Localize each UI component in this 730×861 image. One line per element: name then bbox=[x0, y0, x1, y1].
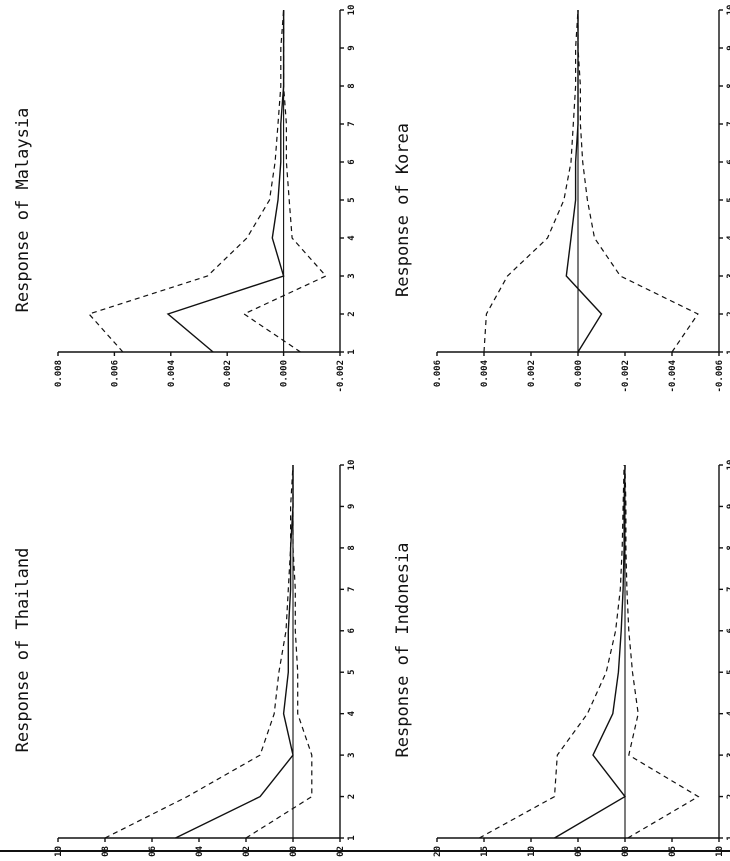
korea-value-tick-label: -0.006 bbox=[715, 360, 725, 393]
thailand-period-tick-label: 9 bbox=[347, 504, 357, 509]
indonesia-period-tick-label: 5 bbox=[726, 670, 730, 675]
chart-panel-korea: 0.006 0.004 0.002 0.000 -0.002 -0.004 -0.006 1 2… bbox=[393, 5, 730, 393]
korea-period-tick-label: 7 bbox=[726, 121, 730, 126]
thailand-confidence-band-line bbox=[245, 465, 313, 839]
chart-panel-thailand: 0.010 0.008 0.006 0.004 0.002 0.000 -0.002 1 2 3 4… bbox=[13, 460, 357, 861]
korea-period-tick-label: 5 bbox=[726, 197, 730, 202]
indonesia-period-tick-label: 4 bbox=[726, 710, 730, 716]
thailand-period-tick-label: 8 bbox=[347, 545, 357, 550]
korea-value-tick-label: 0.000 bbox=[574, 360, 584, 387]
malaysia-confidence-band-line bbox=[87, 9, 285, 353]
korea-value-tick-label: -0.002 bbox=[621, 360, 631, 393]
malaysia-period-tick-label: 2 bbox=[347, 311, 357, 316]
thailand-value-tick-label: 0.006 bbox=[148, 846, 158, 857]
thailand-value-tick-label: -0.002 bbox=[336, 846, 346, 857]
indonesia-response-line bbox=[554, 464, 627, 839]
indonesia-period-tick-label: 8 bbox=[726, 545, 730, 550]
indonesia-axes: 0.020 0.015 0.010 0.005 0.000 -0.005 -0.010 1 2 3… bbox=[433, 460, 730, 861]
malaysia-axes: 0.008 0.006 0.004 0.002 0.000 -0.002 1 2 3 4 5 6 7 8 9… bbox=[54, 5, 357, 393]
thailand-value-tick-label: 0.000 bbox=[289, 846, 299, 857]
indonesia-value-tick-label: -0.005 bbox=[668, 846, 678, 857]
malaysia-period-tick-label: 4 bbox=[347, 235, 357, 241]
malaysia-period-tick-label: 5 bbox=[347, 197, 357, 202]
malaysia-response-line bbox=[166, 10, 285, 353]
korea-period-tick-label: 6 bbox=[726, 159, 730, 164]
indonesia-panel-title: Response of Indonesia bbox=[393, 543, 413, 758]
thailand-response-line bbox=[175, 465, 294, 839]
korea-period-tick-label: 3 bbox=[726, 273, 730, 278]
korea-axes: 0.006 0.004 0.002 0.000 -0.002 -0.004 -0.006 1 2… bbox=[433, 5, 730, 393]
korea-value-tick-label: 0.006 bbox=[433, 360, 443, 387]
korea-period-tick-label: 1 bbox=[726, 349, 730, 354]
malaysia-value-tick-label: 0.002 bbox=[223, 360, 233, 387]
malaysia-value-tick-label: 0.000 bbox=[280, 360, 290, 387]
malaysia-period-tick-label: 8 bbox=[347, 83, 357, 88]
thailand-value-tick-label: 0.010 bbox=[54, 846, 64, 857]
korea-panel-title: Response of Korea bbox=[393, 123, 413, 297]
korea-period-tick-label: 2 bbox=[726, 311, 730, 316]
malaysia-period-tick-label: 3 bbox=[347, 273, 357, 278]
thailand-period-tick-label: 3 bbox=[347, 752, 357, 757]
malaysia-panel-title: Response of Malaysia bbox=[13, 108, 33, 313]
indonesia-value-tick-label: 0.000 bbox=[621, 846, 631, 857]
thailand-panel-title: Response of Thailand bbox=[13, 548, 33, 753]
chart-panel-indonesia: 0.020 0.015 0.010 0.005 0.000 -0.005 -0.010 1 2 3… bbox=[393, 460, 730, 861]
indonesia-period-tick-label: 9 bbox=[726, 504, 730, 509]
korea-period-tick-label: 9 bbox=[726, 45, 730, 50]
korea-value-tick-label: -0.004 bbox=[668, 359, 678, 392]
korea-confidence-band-line bbox=[577, 10, 699, 353]
indonesia-value-tick-label: 0.020 bbox=[433, 846, 443, 857]
malaysia-value-tick-label: 0.006 bbox=[110, 360, 120, 387]
thailand-period-tick-label: 4 bbox=[347, 710, 357, 716]
malaysia-period-tick-label: 7 bbox=[347, 121, 357, 126]
thailand-period-tick-label: 6 bbox=[347, 628, 357, 633]
indonesia-value-tick-label: 0.015 bbox=[480, 846, 490, 857]
thailand-value-tick-label: 0.008 bbox=[101, 846, 111, 857]
indonesia-period-tick-label: 2 bbox=[726, 794, 730, 799]
indonesia-value-tick-label: 0.005 bbox=[574, 846, 584, 857]
indonesia-period-tick-label: 10 bbox=[726, 460, 730, 471]
korea-response-line bbox=[565, 10, 603, 353]
indonesia-period-tick-label: 1 bbox=[726, 835, 730, 840]
malaysia-value-tick-label: 0.004 bbox=[167, 359, 177, 387]
korea-value-tick-label: 0.002 bbox=[527, 360, 537, 387]
malaysia-confidence-band-line bbox=[242, 10, 327, 353]
korea-period-tick-label: 8 bbox=[726, 83, 730, 88]
thailand-period-tick-label: 2 bbox=[347, 794, 357, 799]
thailand-confidence-band-line bbox=[104, 464, 294, 839]
indonesia-period-tick-label: 3 bbox=[726, 752, 730, 757]
malaysia-period-tick-label: 6 bbox=[347, 159, 357, 164]
thailand-axes: 0.010 0.008 0.006 0.004 0.002 0.000 -0.002 1 2 3 4… bbox=[54, 460, 357, 861]
malaysia-period-tick-label: 1 bbox=[347, 349, 357, 354]
malaysia-value-tick-label: -0.002 bbox=[336, 360, 346, 393]
indonesia-confidence-band-line bbox=[479, 464, 625, 839]
page-bottom-rule bbox=[0, 850, 730, 852]
korea-period-tick-label: 4 bbox=[726, 235, 730, 241]
thailand-value-tick-label: 0.002 bbox=[242, 846, 252, 857]
indonesia-value-tick-label: -0.010 bbox=[715, 846, 725, 857]
korea-period-tick-label: 10 bbox=[726, 5, 730, 16]
malaysia-period-tick-label: 9 bbox=[347, 45, 357, 50]
chart-panel-malaysia: 0.008 0.006 0.004 0.002 0.000 -0.002 1 2 3 4 5 6 7 8 9… bbox=[13, 5, 357, 393]
indonesia-confidence-band-line bbox=[624, 464, 700, 839]
thailand-period-tick-label: 1 bbox=[347, 835, 357, 840]
thailand-period-tick-label: 5 bbox=[347, 670, 357, 675]
thailand-value-tick-label: 0.004 bbox=[195, 845, 205, 857]
malaysia-period-tick-label: 10 bbox=[347, 5, 357, 16]
malaysia-value-tick-label: 0.008 bbox=[54, 360, 64, 387]
korea-confidence-band-line bbox=[483, 9, 579, 353]
thailand-period-tick-label: 10 bbox=[347, 460, 357, 471]
korea-value-tick-label: 0.004 bbox=[480, 359, 490, 387]
indonesia-period-tick-label: 6 bbox=[726, 628, 730, 633]
indonesia-value-tick-label: 0.010 bbox=[527, 846, 537, 857]
thailand-period-tick-label: 7 bbox=[347, 587, 357, 592]
indonesia-period-tick-label: 7 bbox=[726, 587, 730, 592]
